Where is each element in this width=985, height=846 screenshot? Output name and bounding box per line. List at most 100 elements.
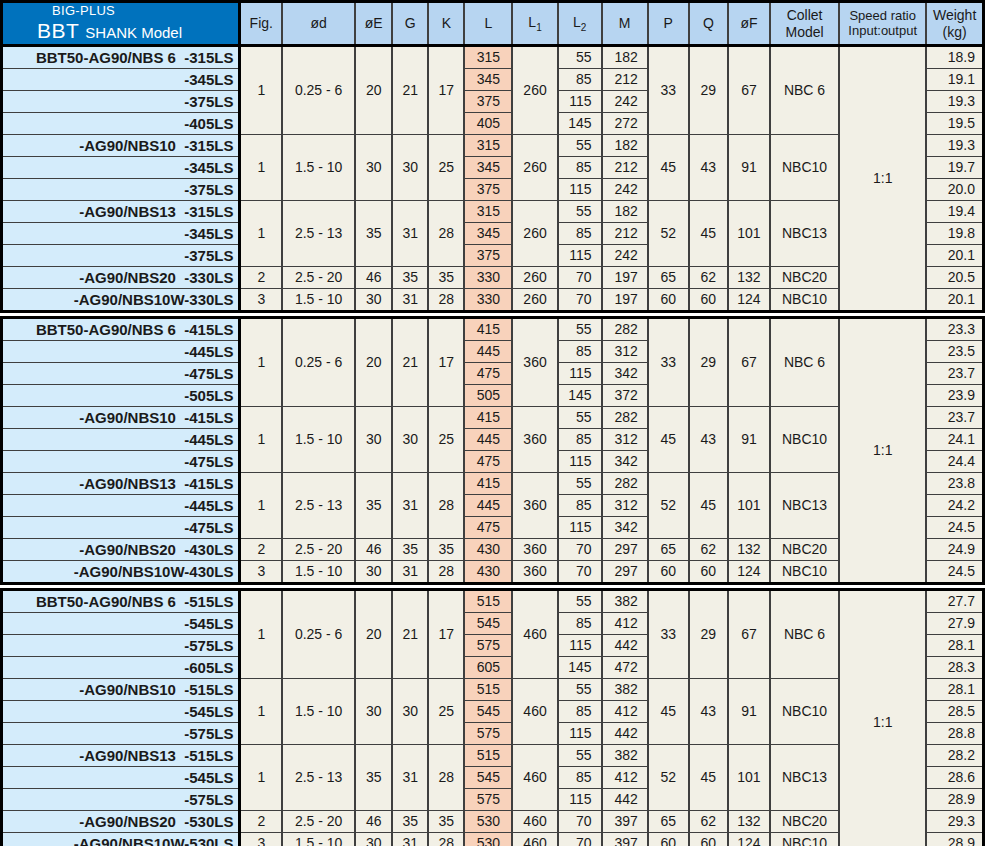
fig-cell: 2 xyxy=(240,539,282,561)
p-cell: 60 xyxy=(648,561,689,584)
l1-cell: 260 xyxy=(512,289,557,312)
model-cell: -AG90/NBS10W-330LS xyxy=(2,289,240,312)
model-column-header: BIG-PLUS BBT SHANK Model xyxy=(2,2,240,46)
l-cell: 475 xyxy=(464,517,512,539)
spec-table-page: BIG-PLUS BBT SHANK Model Fig. ød øE G K … xyxy=(0,0,985,846)
m-cell: 312 xyxy=(602,429,648,451)
col-header-l1: L1 xyxy=(512,2,557,46)
weight-cell: 28.8 xyxy=(926,723,983,745)
collet-model-cell: NBC10 xyxy=(770,833,839,846)
model-cell: -545LS xyxy=(2,613,240,635)
collet-model-cell: NBC13 xyxy=(770,201,839,267)
col-header-fig: Fig. xyxy=(240,2,282,46)
col-header-l: L xyxy=(464,2,512,46)
q-cell: 43 xyxy=(689,135,728,201)
model-cell: -375LS xyxy=(2,179,240,201)
q-cell: 29 xyxy=(689,46,728,135)
k-cell: 28 xyxy=(428,745,464,811)
l2-cell: 115 xyxy=(558,179,602,201)
od-cell: 2.5 - 13 xyxy=(282,745,355,811)
p-cell: 33 xyxy=(648,46,689,135)
table-row: -AG90/NBS10W-430LS31.5 - 103031284303607… xyxy=(2,561,984,584)
od-cell: 1.5 - 10 xyxy=(282,833,355,846)
k-cell: 28 xyxy=(428,833,464,846)
k-cell: 25 xyxy=(428,135,464,201)
p-cell: 52 xyxy=(648,473,689,539)
m-cell: 282 xyxy=(602,318,648,341)
model-cell: -AG90/NBS10 -415LS xyxy=(2,407,240,429)
m-cell: 242 xyxy=(602,245,648,267)
section-table-2: BBT50-AG90/NBS 6 -415LS10.25 - 620211741… xyxy=(0,316,985,585)
of-cell: 101 xyxy=(728,201,770,267)
l-cell: 375 xyxy=(464,179,512,201)
k-cell: 28 xyxy=(428,201,464,267)
weight-cell: 19.3 xyxy=(926,135,983,157)
l-cell: 315 xyxy=(464,46,512,69)
of-cell: 67 xyxy=(728,590,770,679)
weight-cell: 20.1 xyxy=(926,289,983,312)
m-cell: 197 xyxy=(602,289,648,312)
weight-cell: 19.1 xyxy=(926,69,983,91)
fig-cell: 1 xyxy=(240,46,282,135)
section-body-3: BBT50-AG90/NBS 6 -515LS10.25 - 620211751… xyxy=(2,590,984,846)
weight-cell: 24.1 xyxy=(926,429,983,451)
weight-cell: 24.2 xyxy=(926,495,983,517)
k-cell: 28 xyxy=(428,473,464,539)
m-cell: 442 xyxy=(602,723,648,745)
l-cell: 415 xyxy=(464,407,512,429)
oe-cell: 30 xyxy=(355,679,392,745)
l-cell: 515 xyxy=(464,679,512,701)
header-row: BIG-PLUS BBT SHANK Model Fig. ød øE G K … xyxy=(2,2,984,46)
fig-cell: 3 xyxy=(240,561,282,584)
g-cell: 31 xyxy=(392,289,428,312)
l2-cell: 55 xyxy=(558,679,602,701)
l-cell: 530 xyxy=(464,811,512,833)
weight-cell: 18.9 xyxy=(926,46,983,69)
l1-cell: 360 xyxy=(512,561,557,584)
weight-cell: 28.5 xyxy=(926,701,983,723)
oe-cell: 30 xyxy=(355,135,392,201)
m-cell: 182 xyxy=(602,46,648,69)
g-cell: 31 xyxy=(392,201,428,267)
m-cell: 197 xyxy=(602,267,648,289)
od-cell: 2.5 - 20 xyxy=(282,539,355,561)
speed-ratio-cell: 1:1 xyxy=(839,46,926,312)
weight-cell: 24.5 xyxy=(926,517,983,539)
k-cell: 28 xyxy=(428,561,464,584)
l-cell: 475 xyxy=(464,363,512,385)
bbt-logo: BBT xyxy=(37,19,79,43)
p-cell: 45 xyxy=(648,679,689,745)
fig-cell: 1 xyxy=(240,473,282,539)
oe-cell: 46 xyxy=(355,811,392,833)
table-row: -AG90/NBS10W-530LS31.5 - 103031285304607… xyxy=(2,833,984,846)
l2-cell: 70 xyxy=(558,289,602,312)
l2-cell: 85 xyxy=(558,341,602,363)
of-cell: 124 xyxy=(728,833,770,846)
section-body-1: BBT50-AG90/NBS 6 -315LS10.25 - 620211731… xyxy=(2,46,984,312)
l2-cell: 115 xyxy=(558,635,602,657)
m-cell: 382 xyxy=(602,679,648,701)
fig-cell: 3 xyxy=(240,289,282,312)
col-header-g: G xyxy=(392,2,428,46)
l-cell: 315 xyxy=(464,135,512,157)
k-cell: 35 xyxy=(428,539,464,561)
collet-model-cell: NBC20 xyxy=(770,811,839,833)
l2-cell: 115 xyxy=(558,723,602,745)
weight-cell: 23.5 xyxy=(926,341,983,363)
m-cell: 212 xyxy=(602,69,648,91)
p-cell: 45 xyxy=(648,135,689,201)
table-row: -AG90/NBS10W-330LS31.5 - 103031283302607… xyxy=(2,289,984,312)
q-cell: 45 xyxy=(689,745,728,811)
model-cell: -AG90/NBS10W-430LS xyxy=(2,561,240,584)
table-row: -AG90/NBS13 -515LS12.5 - 133531285154605… xyxy=(2,745,984,767)
od-cell: 1.5 - 10 xyxy=(282,135,355,201)
g-cell: 35 xyxy=(392,267,428,289)
l2-cell: 70 xyxy=(558,267,602,289)
l1-cell: 460 xyxy=(512,833,557,846)
weight-cell: 20.1 xyxy=(926,245,983,267)
q-cell: 43 xyxy=(689,407,728,473)
model-cell: -405LS xyxy=(2,113,240,135)
m-cell: 182 xyxy=(602,201,648,223)
weight-cell: 27.7 xyxy=(926,590,983,613)
of-cell: 101 xyxy=(728,745,770,811)
